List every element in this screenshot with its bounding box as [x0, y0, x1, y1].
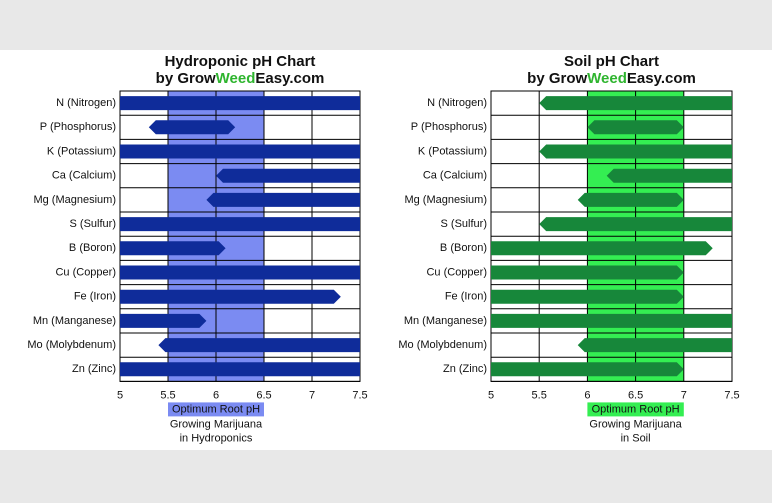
- subtitle-part: Weed: [216, 70, 256, 87]
- category-label: Mg (Magnesium): [33, 194, 116, 206]
- category-label: Fe (Iron): [445, 291, 487, 303]
- x-tick-label: 5: [488, 389, 494, 401]
- category-label: Ca (Calcium): [52, 170, 116, 182]
- x-tick-label: 6.5: [256, 389, 271, 401]
- category-label: Mn (Manganese): [33, 315, 116, 327]
- subtitle-part: Weed: [587, 70, 627, 87]
- band-label-bg: [587, 402, 684, 417]
- x-tick-label: 5.5: [532, 389, 547, 401]
- range-bar: [120, 289, 341, 304]
- chart-subtitle: by GrowWeedEasy.com: [156, 70, 325, 87]
- category-label: S (Sulfur): [441, 218, 487, 230]
- band-label: Optimum Root pH: [592, 403, 680, 415]
- x-tick-label: 7.5: [352, 389, 367, 401]
- range-bar: [606, 168, 732, 183]
- chart-title: Soil pH Chart: [564, 53, 659, 70]
- x-tick-label: 6: [213, 389, 219, 401]
- category-label: Mn (Manganese): [404, 315, 487, 327]
- range-bar: [491, 241, 713, 256]
- category-label: K (Potassium): [418, 145, 487, 157]
- category-label: Mg (Magnesium): [404, 194, 487, 206]
- category-label: Zn (Zinc): [443, 363, 487, 375]
- caption: Growing Marijuana: [170, 418, 263, 430]
- caption: Growing Marijuana: [589, 418, 682, 430]
- subtitle-part: Easy.com: [627, 70, 696, 87]
- category-label: Zn (Zinc): [72, 363, 116, 375]
- subtitle-part: Easy.com: [255, 70, 324, 87]
- x-tick-label: 6: [584, 389, 590, 401]
- range-bar: [577, 338, 732, 353]
- range-bar: [577, 192, 684, 207]
- x-tick-label: 5.5: [160, 389, 175, 401]
- category-label: K (Potassium): [47, 145, 116, 157]
- range-bar: [148, 120, 236, 135]
- chart-subtitle: by GrowWeedEasy.com: [527, 70, 696, 87]
- range-bar: [120, 96, 360, 111]
- category-label: Mo (Molybdenum): [27, 339, 116, 351]
- category-label: N (Nitrogen): [427, 97, 487, 109]
- range-bar: [539, 144, 732, 159]
- category-label: Mo (Molybdenum): [398, 339, 487, 351]
- category-label: Cu (Copper): [55, 266, 116, 278]
- range-bar: [120, 313, 207, 328]
- x-tick-label: 7: [309, 389, 315, 401]
- category-label: Ca (Calcium): [423, 170, 487, 182]
- range-bar: [120, 241, 226, 256]
- subtitle-part: by Grow: [527, 70, 587, 87]
- range-bar: [216, 168, 360, 183]
- x-tick-label: 7: [681, 389, 687, 401]
- category-label: Fe (Iron): [74, 291, 116, 303]
- x-tick-label: 5: [117, 389, 123, 401]
- range-bar: [539, 96, 732, 111]
- x-tick-label: 6.5: [628, 389, 643, 401]
- range-bar: [587, 120, 684, 135]
- range-bar: [206, 192, 360, 207]
- plot-border: [119, 90, 361, 382]
- band-label-bg: [168, 402, 264, 417]
- range-bar: [491, 265, 684, 280]
- category-label: P (Phosphorus): [411, 121, 487, 133]
- range-bar: [120, 265, 360, 280]
- range-bar: [120, 144, 360, 159]
- category-label: Cu (Copper): [426, 266, 487, 278]
- category-label: B (Boron): [440, 242, 487, 254]
- range-bar: [120, 217, 360, 232]
- range-bar: [120, 362, 360, 377]
- caption: in Soil: [621, 432, 651, 444]
- range-bar: [491, 289, 684, 304]
- range-bar: [491, 313, 732, 328]
- chart-title: Hydroponic pH Chart: [165, 53, 316, 70]
- subtitle-part: by Grow: [156, 70, 216, 87]
- plot-border: [490, 90, 733, 382]
- x-tick-label: 7.5: [724, 389, 739, 401]
- category-label: S (Sulfur): [70, 218, 116, 230]
- range-bar: [158, 338, 360, 353]
- band-label: Optimum Root pH: [172, 403, 260, 415]
- range-bar: [539, 217, 732, 232]
- category-label: P (Phosphorus): [40, 121, 116, 133]
- caption: in Hydroponics: [180, 432, 253, 444]
- category-label: N (Nitrogen): [56, 97, 116, 109]
- range-bar: [491, 362, 684, 377]
- category-label: B (Boron): [69, 242, 116, 254]
